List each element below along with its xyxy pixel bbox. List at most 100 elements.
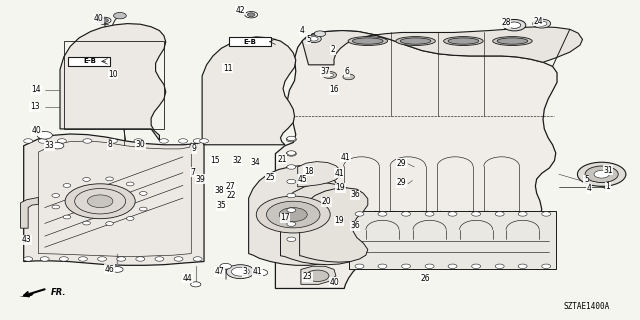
Circle shape (174, 257, 183, 261)
Circle shape (63, 215, 71, 219)
Circle shape (287, 222, 296, 226)
Circle shape (314, 31, 326, 36)
Circle shape (245, 12, 257, 18)
Circle shape (140, 192, 147, 195)
Circle shape (38, 139, 47, 143)
Text: 29: 29 (397, 178, 406, 187)
Circle shape (287, 179, 296, 184)
Circle shape (378, 212, 387, 216)
Circle shape (286, 194, 296, 199)
Polygon shape (60, 24, 166, 140)
Polygon shape (280, 183, 357, 265)
Text: 3: 3 (243, 267, 247, 276)
Circle shape (126, 182, 134, 186)
Circle shape (537, 21, 547, 26)
Circle shape (99, 17, 111, 24)
Polygon shape (302, 27, 582, 65)
Text: 40: 40 (31, 126, 42, 135)
Text: 24: 24 (533, 17, 543, 26)
Circle shape (60, 257, 68, 261)
Circle shape (448, 264, 457, 268)
Text: 4: 4 (586, 184, 591, 193)
Circle shape (286, 165, 296, 171)
Ellipse shape (497, 38, 528, 44)
Circle shape (106, 177, 113, 181)
Circle shape (287, 208, 296, 212)
Text: 31: 31 (604, 166, 613, 175)
Text: FR.: FR. (51, 288, 67, 297)
Circle shape (533, 19, 550, 28)
Text: SZTAE1400A: SZTAE1400A (564, 302, 610, 311)
Text: 21: 21 (277, 155, 287, 164)
Circle shape (401, 264, 410, 268)
Text: 37: 37 (320, 67, 330, 76)
Text: 14: 14 (31, 85, 41, 94)
Text: 44: 44 (182, 274, 193, 283)
Text: 41: 41 (334, 169, 344, 178)
Circle shape (343, 74, 355, 80)
Circle shape (287, 165, 296, 169)
Text: 47: 47 (214, 267, 224, 276)
Text: 18: 18 (304, 167, 314, 176)
Circle shape (83, 221, 90, 225)
Ellipse shape (348, 36, 388, 45)
Circle shape (541, 212, 550, 216)
Circle shape (37, 132, 52, 139)
Text: 39: 39 (195, 174, 205, 184)
Circle shape (286, 251, 296, 256)
Circle shape (220, 263, 232, 269)
Circle shape (65, 184, 135, 219)
Text: 9: 9 (191, 144, 196, 153)
Circle shape (136, 257, 145, 261)
Text: 23: 23 (303, 272, 312, 281)
Circle shape (287, 193, 296, 198)
Ellipse shape (448, 38, 479, 44)
Circle shape (585, 166, 618, 182)
Text: 13: 13 (29, 102, 39, 111)
Circle shape (83, 178, 90, 181)
Text: 8: 8 (108, 140, 112, 149)
Circle shape (108, 139, 117, 143)
Text: 43: 43 (22, 236, 32, 244)
Circle shape (286, 137, 296, 142)
Circle shape (541, 264, 550, 268)
Circle shape (286, 208, 296, 213)
Circle shape (111, 267, 123, 272)
Circle shape (594, 171, 609, 178)
Circle shape (100, 19, 108, 22)
Circle shape (378, 264, 387, 268)
Circle shape (255, 269, 268, 276)
Polygon shape (275, 31, 557, 288)
Text: 10: 10 (108, 70, 118, 79)
Text: 17: 17 (280, 213, 290, 222)
Text: 41: 41 (340, 153, 350, 162)
Text: 45: 45 (298, 174, 307, 184)
Circle shape (287, 136, 296, 141)
Text: 26: 26 (420, 274, 430, 283)
Text: 11: 11 (223, 63, 232, 73)
Circle shape (266, 201, 320, 228)
Text: 16: 16 (329, 85, 339, 94)
Circle shape (116, 257, 125, 261)
Circle shape (113, 12, 126, 19)
Circle shape (58, 139, 67, 143)
Circle shape (323, 71, 337, 78)
Text: 1: 1 (605, 182, 611, 191)
Circle shape (227, 265, 254, 279)
Text: 42: 42 (236, 6, 245, 15)
Circle shape (287, 151, 296, 155)
Circle shape (355, 264, 364, 268)
Text: 20: 20 (321, 197, 331, 206)
Text: 2: 2 (330, 45, 335, 54)
Circle shape (495, 264, 504, 268)
Polygon shape (301, 266, 336, 284)
Circle shape (52, 205, 60, 209)
Text: 33: 33 (44, 141, 54, 150)
Polygon shape (202, 37, 296, 145)
Ellipse shape (400, 38, 431, 44)
Circle shape (52, 194, 60, 197)
Circle shape (247, 13, 255, 17)
Ellipse shape (396, 36, 435, 45)
Text: 27: 27 (226, 181, 236, 190)
Polygon shape (19, 292, 35, 297)
